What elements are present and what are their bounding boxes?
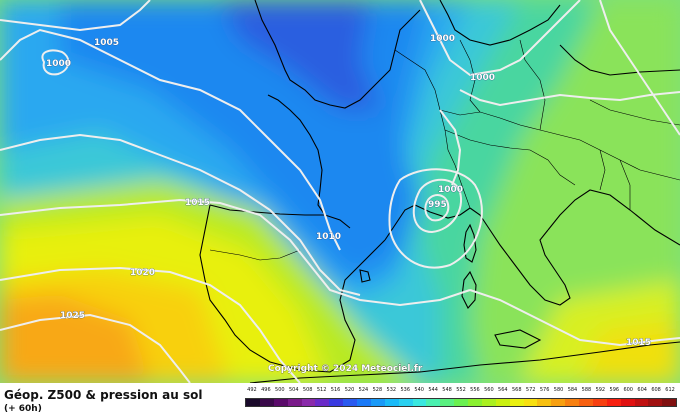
isobar-label: 1015 (626, 338, 651, 348)
isobar-label: 1000 (430, 34, 455, 44)
legend-swatch (551, 399, 566, 406)
legend-swatch (357, 399, 371, 406)
forecast-map: 1005 1000 1000 1000 1015 1010 1000 995 1… (0, 0, 680, 383)
legend-swatch (454, 399, 468, 406)
map-canvas: 1005 1000 1000 1000 1015 1010 1000 995 1… (0, 0, 680, 383)
legend-swatch (537, 399, 552, 406)
coastlines (199, 0, 680, 383)
legend-tick-label: 564 (498, 387, 508, 393)
isobar-label: 1000 (470, 73, 495, 83)
legend-tick-label: 524 (358, 387, 369, 393)
legend-swatch (301, 399, 316, 406)
legend-swatch (329, 399, 344, 406)
isobar-label: 1000 (46, 59, 71, 69)
legend-swatch (246, 399, 260, 406)
legend-swatch (662, 399, 677, 406)
legend-tick-label: 496 (261, 387, 271, 393)
legend-tick-label: 504 (288, 387, 299, 393)
legend-tick-label: 572 (525, 387, 536, 393)
legend-swatch (468, 399, 482, 406)
isobar-label: 1015 (185, 198, 210, 208)
map-title: Géop. Z500 & pression au sol (4, 388, 203, 402)
legend-tick-label: 584 (567, 387, 578, 393)
legend-tick-label: 580 (553, 387, 564, 393)
legend-swatch (259, 399, 274, 406)
isobar-label: 1025 (60, 311, 85, 321)
copyright-notice: Copyright © 2024 Meteociel.fr (268, 364, 423, 374)
legend-tick-label: 512 (316, 387, 327, 393)
legend-tick-label: 608 (651, 387, 661, 393)
legend-tick-label: 528 (372, 387, 383, 393)
legend-tick-label: 540 (414, 387, 424, 393)
legend-tick-label: 600 (623, 387, 633, 393)
legend-swatch (343, 399, 357, 406)
isobar-label: 1020 (130, 268, 155, 278)
geopotential-color-field (0, 0, 680, 383)
legend-tick-label: 520 (344, 387, 355, 393)
legend-swatch (495, 399, 510, 406)
isobar-label: 1000 (438, 185, 463, 195)
forecast-lead-time: (+ 60h) (4, 404, 42, 414)
legend-tick-label: 556 (470, 387, 480, 393)
legend-swatch (384, 399, 399, 406)
legend-tick-label: 576 (539, 387, 550, 393)
legend-tick-label: 544 (428, 387, 438, 393)
legend-swatch (606, 399, 621, 406)
legend-tick-label: 500 (275, 387, 285, 393)
legend-tick-label: 612 (665, 387, 675, 393)
legend-tick-label: 568 (511, 387, 522, 393)
legend-tick-label: 592 (595, 387, 606, 393)
legend-swatch (273, 399, 288, 406)
color-legend: 492 496 500 504 508 512 516 520 524 528 532 536 540 5… (245, 387, 677, 417)
isobar-label: 995 (428, 200, 447, 210)
legend-tick-label: 552 (456, 387, 466, 393)
legend-swatch (440, 399, 455, 406)
isobar-labels: 1005 1000 1000 1000 1015 1010 1000 995 1… (46, 34, 652, 349)
legend-tick-label: 560 (484, 387, 494, 393)
legend-tick-label: 532 (386, 387, 397, 393)
legend-color-bar (245, 398, 677, 407)
isobar-label: 1005 (94, 38, 119, 48)
legend-swatch (634, 399, 649, 406)
legend-swatch (565, 399, 579, 406)
legend-tick-label: 508 (302, 387, 313, 393)
legend-tick-label: 536 (400, 387, 411, 393)
legend-tick-label: 588 (581, 387, 592, 393)
legend-tick-label: 604 (637, 387, 647, 393)
legend-swatch (426, 399, 441, 406)
legend-tick-labels: 492 496 500 504 508 512 516 520 524 528 532 536 540 5… (245, 387, 677, 396)
legend-tick-label: 492 (247, 387, 257, 393)
country-borders (209, 39, 680, 261)
legend-swatch (287, 399, 302, 406)
legend-tick-label: 596 (609, 387, 620, 393)
legend-swatch (579, 399, 593, 406)
legend-swatch (620, 399, 635, 406)
legend-swatch (509, 399, 524, 406)
legend-tick-label: 516 (330, 387, 341, 393)
legend-swatch (592, 399, 607, 406)
legend-swatch (481, 399, 496, 406)
legend-swatch (398, 399, 413, 406)
legend-swatch (648, 399, 663, 406)
legend-swatch (370, 399, 385, 406)
isobar-label: 1010 (316, 232, 341, 242)
isobars (0, 0, 680, 383)
legend-swatch (523, 399, 538, 406)
legend-tick-label: 548 (442, 387, 452, 393)
legend-swatch (412, 399, 427, 406)
map-footer: Géop. Z500 & pression au sol (+ 60h) 492… (0, 383, 680, 419)
legend-swatch (315, 399, 330, 406)
